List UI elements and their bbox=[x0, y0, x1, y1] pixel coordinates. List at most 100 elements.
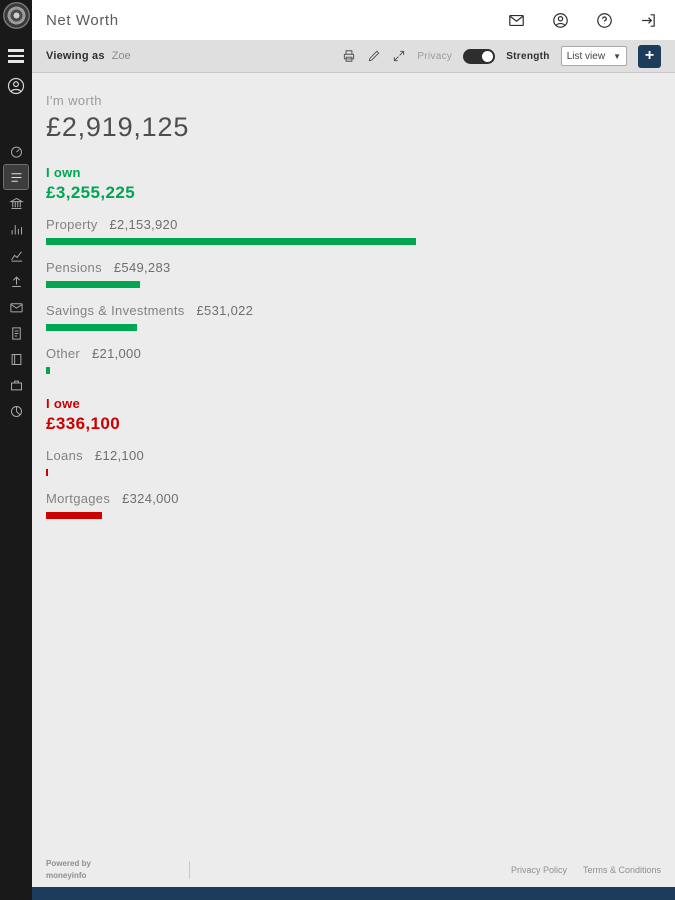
asset-value: £2,153,920 bbox=[109, 217, 178, 232]
view-mode-select[interactable]: List view ▼ bbox=[560, 46, 627, 66]
mail-icon bbox=[509, 14, 524, 26]
strength-label: Strength bbox=[506, 50, 550, 62]
sidebar-item-library[interactable] bbox=[4, 347, 28, 371]
net-worth-icon bbox=[11, 172, 21, 182]
asset-bar bbox=[46, 238, 416, 245]
asset-label: Savings & Investments bbox=[46, 303, 185, 318]
privacy-toggle[interactable] bbox=[463, 48, 496, 64]
bank-icon bbox=[8, 197, 24, 209]
liability-value: £324,000 bbox=[122, 491, 179, 506]
terms-conditions-link[interactable]: Terms & Conditions bbox=[582, 865, 661, 875]
print-icon bbox=[344, 50, 355, 62]
help-icon bbox=[597, 12, 612, 28]
edit-button[interactable] bbox=[367, 49, 381, 63]
expand-button[interactable] bbox=[392, 49, 406, 63]
worth-value: £2,919,125 bbox=[46, 112, 190, 142]
own-value: £3,255,225 bbox=[46, 183, 136, 202]
viewing-as: Viewing as Zoe bbox=[46, 50, 131, 62]
privacy-label: Privacy bbox=[417, 50, 453, 62]
menu-icon bbox=[8, 49, 24, 63]
sidebar-item-line-chart[interactable] bbox=[4, 243, 28, 267]
asset-label: Other bbox=[46, 346, 81, 361]
powered-by-line2: moneyinfo bbox=[46, 871, 87, 880]
powered-by: Powered by moneyinfo bbox=[46, 858, 91, 882]
asset-value: £21,000 bbox=[92, 346, 142, 361]
sign-out-button[interactable] bbox=[640, 12, 657, 29]
header-icons bbox=[508, 12, 657, 29]
asset-row-savings-investments[interactable]: Savings & Investments £531,022 bbox=[46, 303, 661, 331]
asset-value: £531,022 bbox=[196, 303, 254, 318]
asset-bar bbox=[46, 281, 141, 288]
sidebar-item-insights[interactable] bbox=[4, 399, 28, 423]
briefcase-icon bbox=[10, 380, 22, 390]
sidebar bbox=[0, 0, 32, 900]
line-chart-icon bbox=[10, 250, 22, 262]
sidebar-nav bbox=[3, 139, 29, 423]
expand-icon bbox=[394, 50, 405, 62]
sidebar-item-documents[interactable] bbox=[4, 321, 28, 345]
account-button[interactable] bbox=[3, 73, 29, 99]
worth-label: I'm worth bbox=[46, 93, 102, 108]
owe-label: I owe bbox=[46, 396, 81, 411]
help-button[interactable] bbox=[596, 12, 613, 29]
toolbar: Viewing as Zoe Privacy Strength List vie… bbox=[32, 40, 675, 73]
asset-row-property[interactable]: Property £2,153,920 bbox=[46, 217, 661, 245]
bar-chart-icon bbox=[11, 224, 22, 234]
mail-button[interactable] bbox=[508, 12, 525, 29]
view-mode-value: List view bbox=[566, 50, 606, 62]
own-label: I own bbox=[46, 165, 81, 180]
liabilities-section: I owe £336,100 Loans £12,100 Mortgages £… bbox=[46, 396, 661, 519]
pie-icon bbox=[10, 405, 22, 417]
liability-bar bbox=[46, 469, 49, 476]
liability-label: Mortgages bbox=[46, 491, 111, 506]
footer: Powered by moneyinfo Privacy Policy Term… bbox=[32, 853, 675, 887]
assets-section: I own £3,255,225 Property £2,153,920 Pen… bbox=[46, 165, 661, 374]
account-icon bbox=[7, 77, 25, 95]
toggle-knob bbox=[482, 50, 494, 62]
toolbar-actions: Privacy Strength List view ▼ + bbox=[342, 44, 661, 68]
mail-icon bbox=[9, 302, 23, 312]
sidebar-item-bank[interactable] bbox=[4, 191, 28, 215]
account-icon bbox=[553, 12, 568, 28]
powered-by-line1: Powered by bbox=[46, 859, 91, 868]
asset-label: Pensions bbox=[46, 260, 102, 275]
owe-value: £336,100 bbox=[46, 414, 121, 433]
header: Net Worth bbox=[32, 0, 675, 40]
sidebar-item-dashboard[interactable] bbox=[4, 139, 28, 163]
print-button[interactable] bbox=[342, 49, 356, 63]
sidebar-item-messages[interactable] bbox=[4, 295, 28, 319]
upload-icon bbox=[11, 275, 21, 287]
book-icon bbox=[11, 353, 21, 365]
footer-links: Privacy Policy Terms & Conditions bbox=[511, 865, 661, 875]
liability-value: £12,100 bbox=[94, 448, 145, 463]
sign-out-icon bbox=[642, 13, 655, 27]
viewing-as-label: Viewing as bbox=[46, 50, 105, 62]
asset-row-other[interactable]: Other £21,000 bbox=[46, 346, 661, 374]
viewing-as-name: Zoe bbox=[111, 50, 131, 62]
liability-label: Loans bbox=[46, 448, 83, 463]
asset-row-pensions[interactable]: Pensions £549,283 bbox=[46, 260, 661, 288]
net-worth-content: I'm worth £2,919,125 I own £3,255,225 Pr… bbox=[32, 73, 675, 853]
sidebar-item-bar-chart[interactable] bbox=[4, 217, 28, 241]
page-title: Net Worth bbox=[46, 11, 119, 29]
liability-row-loans[interactable]: Loans £12,100 bbox=[46, 448, 661, 476]
privacy-policy-link[interactable]: Privacy Policy bbox=[510, 865, 567, 875]
sidebar-item-portfolio[interactable] bbox=[4, 373, 28, 397]
document-icon bbox=[11, 326, 21, 340]
add-button[interactable]: + bbox=[638, 44, 661, 68]
main-panel: Net Worth Viewing as Zoe bbox=[32, 0, 675, 900]
asset-label: Property bbox=[46, 217, 98, 232]
sidebar-item-net-worth[interactable] bbox=[3, 164, 29, 190]
chevron-down-icon: ▼ bbox=[613, 51, 621, 61]
menu-button[interactable] bbox=[3, 43, 29, 69]
edit-icon bbox=[369, 50, 380, 62]
account-button[interactable] bbox=[552, 12, 569, 29]
dashboard-icon bbox=[10, 146, 22, 158]
asset-bar bbox=[46, 324, 138, 331]
liability-bar bbox=[46, 512, 102, 519]
asset-value: £549,283 bbox=[113, 260, 171, 275]
bottom-accent-bar bbox=[32, 887, 675, 900]
sidebar-item-upload[interactable] bbox=[4, 269, 28, 293]
liability-row-mortgages[interactable]: Mortgages £324,000 bbox=[46, 491, 661, 519]
